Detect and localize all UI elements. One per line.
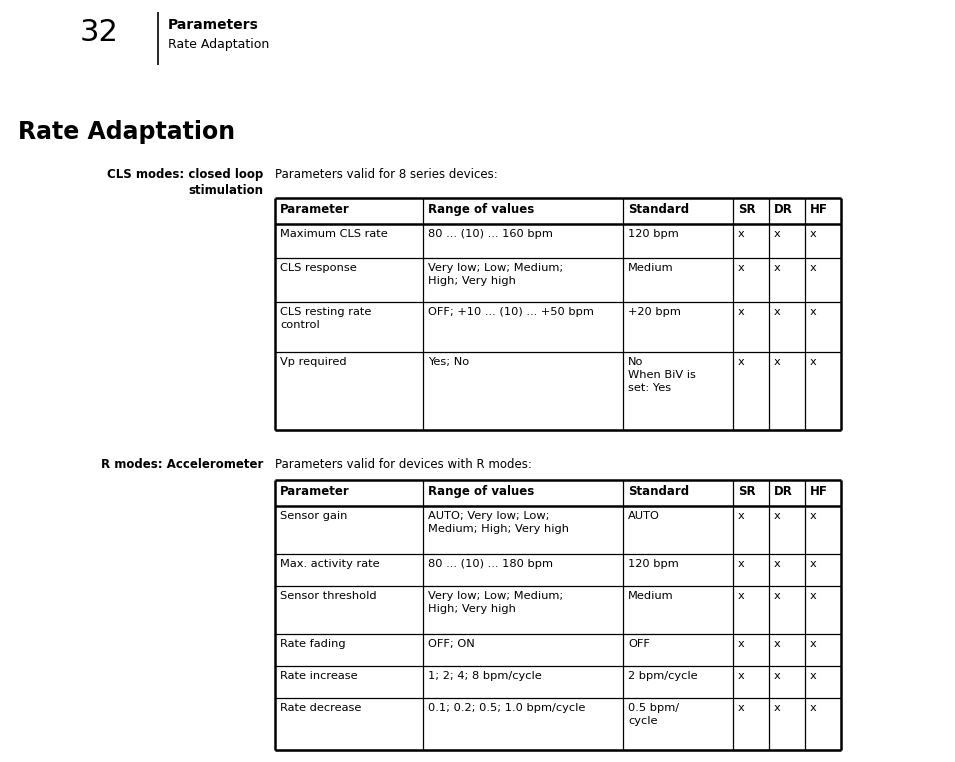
Text: AUTO; Very low; Low;
Medium; High; Very high: AUTO; Very low; Low; Medium; High; Very … <box>428 511 569 534</box>
Text: x: x <box>774 511 781 521</box>
Text: x: x <box>738 671 745 681</box>
Text: Rate Adaptation: Rate Adaptation <box>18 120 235 144</box>
Text: 80 ... (10) ... 160 bpm: 80 ... (10) ... 160 bpm <box>428 229 553 239</box>
Text: stimulation: stimulation <box>188 184 263 197</box>
Text: Rate Adaptation: Rate Adaptation <box>168 38 269 51</box>
Text: SR: SR <box>738 203 755 216</box>
Text: Standard: Standard <box>628 485 690 498</box>
Text: CLS modes: closed loop: CLS modes: closed loop <box>107 168 263 181</box>
Text: x: x <box>810 357 817 367</box>
Text: x: x <box>810 639 817 649</box>
Text: x: x <box>738 559 745 569</box>
Text: Sensor gain: Sensor gain <box>280 511 348 521</box>
Text: x: x <box>810 559 817 569</box>
Text: HF: HF <box>810 203 828 216</box>
Text: x: x <box>810 703 817 713</box>
Text: Parameters valid for devices with R modes:: Parameters valid for devices with R mode… <box>275 458 532 471</box>
Text: 2 bpm/cycle: 2 bpm/cycle <box>628 671 697 681</box>
Text: CLS resting rate
control: CLS resting rate control <box>280 307 371 330</box>
Text: 80 ... (10) ... 180 bpm: 80 ... (10) ... 180 bpm <box>428 559 553 569</box>
Text: 0.5 bpm/
cycle: 0.5 bpm/ cycle <box>628 703 679 725</box>
Text: SR: SR <box>738 485 755 498</box>
Text: x: x <box>738 591 745 601</box>
Text: Maximum CLS rate: Maximum CLS rate <box>280 229 388 239</box>
Text: Rate fading: Rate fading <box>280 639 346 649</box>
Text: Very low; Low; Medium;
High; Very high: Very low; Low; Medium; High; Very high <box>428 591 563 614</box>
Text: OFF; ON: OFF; ON <box>428 639 475 649</box>
Text: Parameters: Parameters <box>168 18 259 32</box>
Text: 1; 2; 4; 8 bpm/cycle: 1; 2; 4; 8 bpm/cycle <box>428 671 541 681</box>
Text: x: x <box>738 357 745 367</box>
Text: Rate decrease: Rate decrease <box>280 703 361 713</box>
Text: x: x <box>738 307 745 317</box>
Text: x: x <box>738 511 745 521</box>
Text: Max. activity rate: Max. activity rate <box>280 559 380 569</box>
Text: x: x <box>774 357 781 367</box>
Text: Parameter: Parameter <box>280 203 350 216</box>
Text: x: x <box>774 703 781 713</box>
Text: Medium: Medium <box>628 263 673 273</box>
Text: 32: 32 <box>80 18 118 47</box>
Text: Parameters valid for 8 series devices:: Parameters valid for 8 series devices: <box>275 168 498 181</box>
Text: Medium: Medium <box>628 591 673 601</box>
Text: x: x <box>738 263 745 273</box>
Text: x: x <box>738 229 745 239</box>
Text: Range of values: Range of values <box>428 485 534 498</box>
Text: x: x <box>810 671 817 681</box>
Text: x: x <box>810 307 817 317</box>
Text: +20 bpm: +20 bpm <box>628 307 681 317</box>
Text: x: x <box>774 307 781 317</box>
Text: Rate increase: Rate increase <box>280 671 357 681</box>
Text: x: x <box>774 671 781 681</box>
Text: Vp required: Vp required <box>280 357 347 367</box>
Text: DR: DR <box>774 203 793 216</box>
Text: Range of values: Range of values <box>428 203 534 216</box>
Text: x: x <box>774 263 781 273</box>
Text: x: x <box>774 229 781 239</box>
Text: 120 bpm: 120 bpm <box>628 229 679 239</box>
Text: Very low; Low; Medium;
High; Very high: Very low; Low; Medium; High; Very high <box>428 263 563 286</box>
Text: x: x <box>810 511 817 521</box>
Text: OFF; +10 ... (10) ... +50 bpm: OFF; +10 ... (10) ... +50 bpm <box>428 307 594 317</box>
Text: x: x <box>774 639 781 649</box>
Text: Sensor threshold: Sensor threshold <box>280 591 376 601</box>
Text: x: x <box>810 263 817 273</box>
Text: R modes: Accelerometer: R modes: Accelerometer <box>100 458 263 471</box>
Text: x: x <box>738 639 745 649</box>
Text: HF: HF <box>810 485 828 498</box>
Text: 0.1; 0.2; 0.5; 1.0 bpm/cycle: 0.1; 0.2; 0.5; 1.0 bpm/cycle <box>428 703 585 713</box>
Text: x: x <box>810 229 817 239</box>
Text: AUTO: AUTO <box>628 511 660 521</box>
Text: CLS response: CLS response <box>280 263 357 273</box>
Text: OFF: OFF <box>628 639 649 649</box>
Text: Parameter: Parameter <box>280 485 350 498</box>
Text: x: x <box>774 591 781 601</box>
Text: x: x <box>810 591 817 601</box>
Text: x: x <box>774 559 781 569</box>
Text: DR: DR <box>774 485 793 498</box>
Text: Standard: Standard <box>628 203 690 216</box>
Text: Yes; No: Yes; No <box>428 357 469 367</box>
Text: 120 bpm: 120 bpm <box>628 559 679 569</box>
Text: x: x <box>738 703 745 713</box>
Text: No
When BiV is
set: Yes: No When BiV is set: Yes <box>628 357 696 392</box>
